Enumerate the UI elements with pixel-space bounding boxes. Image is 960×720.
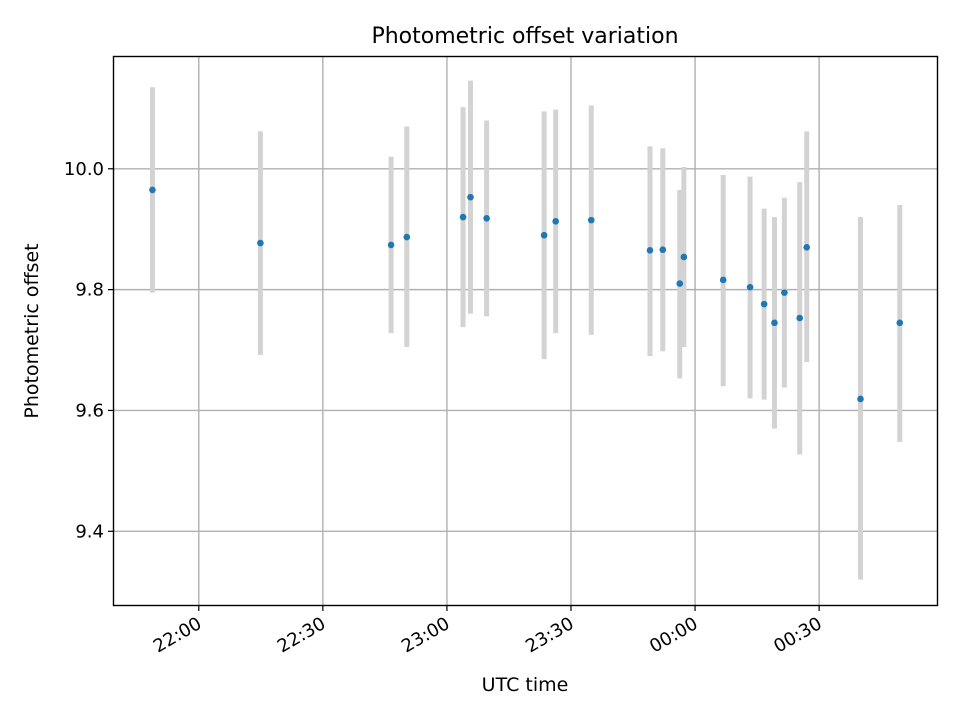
data-point — [257, 239, 264, 247]
data-point — [646, 247, 654, 254]
data-point — [552, 218, 559, 225]
y-tick-label: 9.6 — [75, 400, 104, 421]
data-point — [403, 233, 411, 241]
data-point — [540, 231, 548, 239]
data-point — [676, 280, 684, 287]
data-point — [896, 319, 904, 327]
data-point — [659, 246, 667, 254]
data-point — [719, 276, 727, 284]
data-point — [857, 395, 864, 403]
data-point — [467, 193, 474, 201]
data-point — [781, 289, 788, 296]
y-axis-ticks: 9.4 9.6 9.8 10.0 — [64, 159, 114, 542]
data-point — [483, 215, 490, 222]
data-point — [746, 283, 754, 291]
data-point — [387, 241, 395, 249]
x-axis-label: UTC time — [482, 674, 569, 696]
data-point — [149, 186, 156, 194]
data-point — [803, 244, 811, 251]
y-tick-label: 9.4 — [75, 521, 104, 542]
data-point — [587, 216, 595, 224]
plot-frame — [112, 55, 939, 607]
data-point — [796, 314, 803, 322]
y-tick-label: 9.8 — [75, 280, 104, 301]
data-point — [760, 300, 768, 308]
y-axis-label: Photometric offset — [21, 243, 43, 418]
data-point — [680, 253, 688, 261]
data-point — [771, 319, 778, 327]
y-tick-label: 10.0 — [64, 159, 104, 180]
data-point — [459, 213, 467, 221]
data-points — [149, 186, 904, 403]
chart-title: Photometric offset variation — [371, 24, 678, 49]
